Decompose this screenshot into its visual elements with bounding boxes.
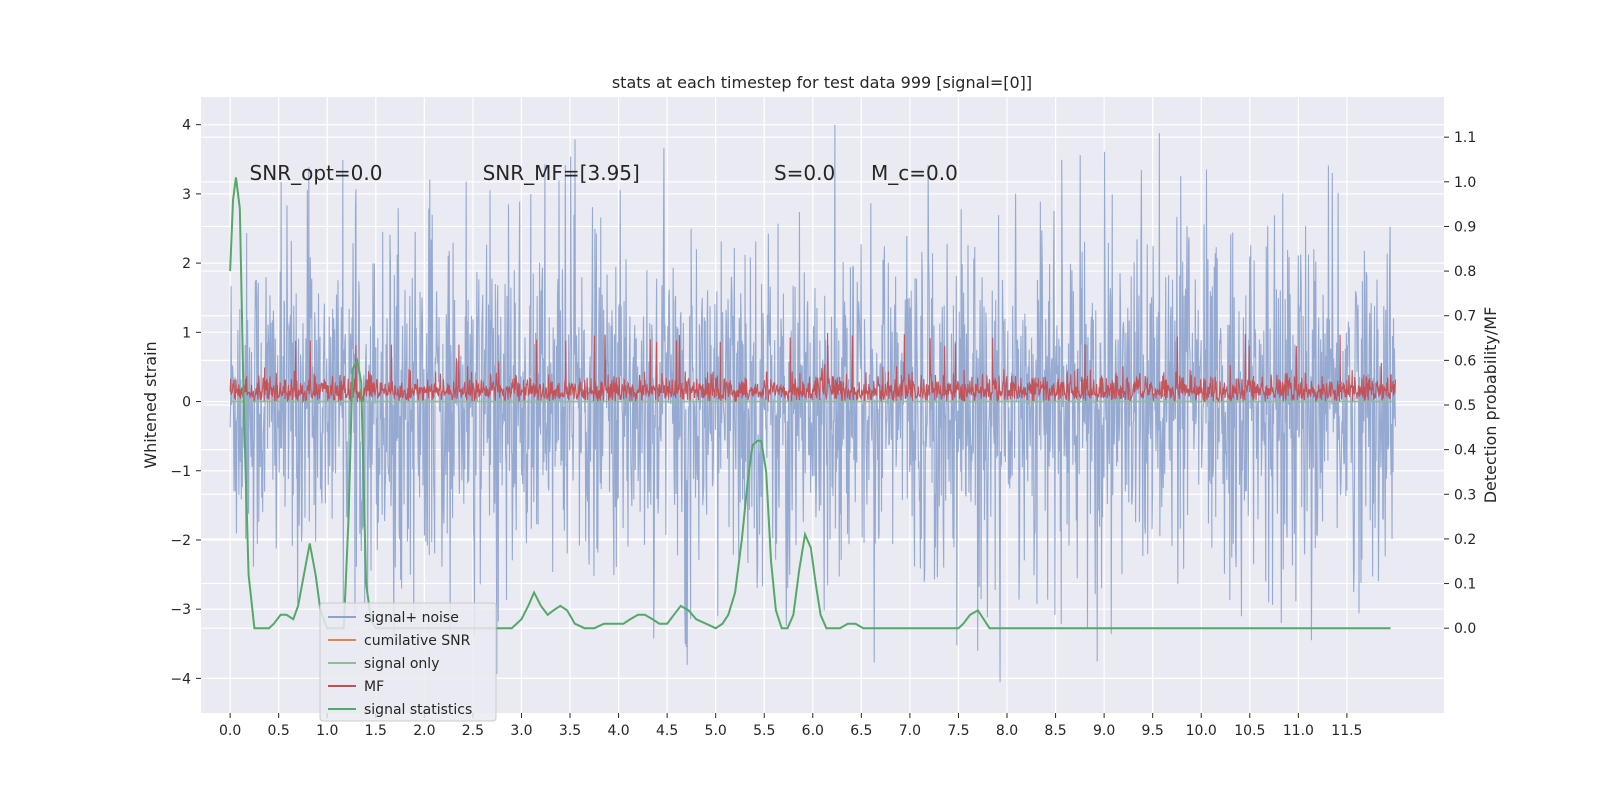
- x-tick-label: 11.0: [1283, 723, 1314, 739]
- y2-tick-label: 0.7: [1454, 309, 1476, 325]
- x-tick-label: 4.0: [607, 723, 629, 739]
- y2-tick-label: 0.4: [1454, 443, 1476, 459]
- legend-label: MF: [364, 679, 384, 695]
- y-tick-label: −4: [170, 671, 191, 687]
- x-ticks: 0.0 0.5 1.0 1.5 2.0 2.5 3.0 3.5 4.0 4.5 5.0 5.5 6.0 6…: [219, 713, 1362, 739]
- x-tick-label: 8.5: [1044, 723, 1066, 739]
- x-tick-label: 9.0: [1093, 723, 1115, 739]
- x-tick-label: 3.0: [510, 723, 532, 739]
- y2-axis-label: Detection probability/MF: [1481, 307, 1500, 504]
- y-tick-label: −2: [170, 533, 191, 549]
- y-tick-label: 3: [182, 187, 191, 203]
- legend: signal+ noise cumilative SNR signal only MF…: [319, 602, 497, 722]
- y2-tick-label: 0.2: [1454, 532, 1476, 548]
- x-tick-label: 6.5: [850, 723, 872, 739]
- legend-label: signal+ noise: [364, 610, 459, 626]
- x-tick-label: 5.5: [753, 723, 775, 739]
- x-tick-label: 10.5: [1234, 723, 1265, 739]
- x-tick-label: 0.0: [219, 723, 241, 739]
- series-signal-noise: [229, 124, 1396, 683]
- y-tick-label: −1: [170, 464, 191, 480]
- x-tick-label: 2.5: [462, 723, 484, 739]
- y2-tick-label: 1.1: [1454, 130, 1476, 146]
- x-tick-label: 6.0: [802, 723, 824, 739]
- x-tick-label: 0.5: [268, 723, 290, 739]
- y2-tick-label: 0.8: [1454, 264, 1476, 280]
- legend-label: signal statistics: [364, 702, 472, 718]
- x-tick-label: 1.5: [365, 723, 387, 739]
- y2-tick-label: 0.5: [1454, 398, 1476, 414]
- x-tick-label: 2.0: [413, 723, 435, 739]
- y2-tick-label: 0.6: [1454, 353, 1476, 369]
- y-ticks: −4 −3 −2 −1 0 1 2 3 4: [170, 118, 201, 687]
- y-tick-label: 1: [182, 325, 191, 341]
- y-tick-label: 0: [182, 395, 191, 411]
- y2-ticks: 0.0 0.1 0.2 0.3 0.4 0.5 0.6 0.7 0.8 0.9 1.0 1.1: [1444, 130, 1476, 637]
- x-tick-label: 9.5: [1142, 723, 1164, 739]
- y2-tick-label: 0.1: [1454, 577, 1476, 593]
- x-tick-label: 3.5: [559, 723, 581, 739]
- y2-tick-label: 1.0: [1454, 175, 1476, 191]
- annotation-text: SNR_opt=0.0: [250, 161, 383, 185]
- x-tick-label: 1.0: [316, 723, 338, 739]
- y2-tick-label: 0.9: [1454, 219, 1476, 235]
- x-tick-label: 5.0: [705, 723, 727, 739]
- legend-label: cumilative SNR: [364, 633, 471, 649]
- annotation-text: S=0.0: [774, 161, 835, 185]
- chart-title: stats at each timestep for test data 999…: [612, 73, 1032, 92]
- annotation-text: SNR_MF=[3.95]: [483, 161, 640, 185]
- y-tick-label: −3: [170, 602, 191, 618]
- x-tick-label: 7.0: [899, 723, 921, 739]
- x-tick-label: 10.0: [1186, 723, 1217, 739]
- y-tick-label: 4: [182, 118, 191, 134]
- x-tick-label: 7.5: [947, 723, 969, 739]
- y2-tick-label: 0.3: [1454, 487, 1476, 503]
- series-mf: [229, 332, 1396, 403]
- x-tick-label: 8.0: [996, 723, 1018, 739]
- y-axis-label: Whitened strain: [141, 341, 160, 468]
- y-tick-label: 2: [182, 256, 191, 272]
- grid: [201, 97, 1444, 713]
- annotations: SNR_opt=0.0 SNR_MF=[3.95] S=0.0 M_c=0.0: [250, 161, 958, 185]
- legend-label: signal only: [364, 656, 439, 672]
- x-tick-label: 4.5: [656, 723, 678, 739]
- legend-box: [319, 602, 497, 722]
- annotation-text: M_c=0.0: [871, 161, 958, 185]
- x-tick-label: 11.5: [1331, 723, 1362, 739]
- y2-tick-label: 0.0: [1454, 621, 1476, 637]
